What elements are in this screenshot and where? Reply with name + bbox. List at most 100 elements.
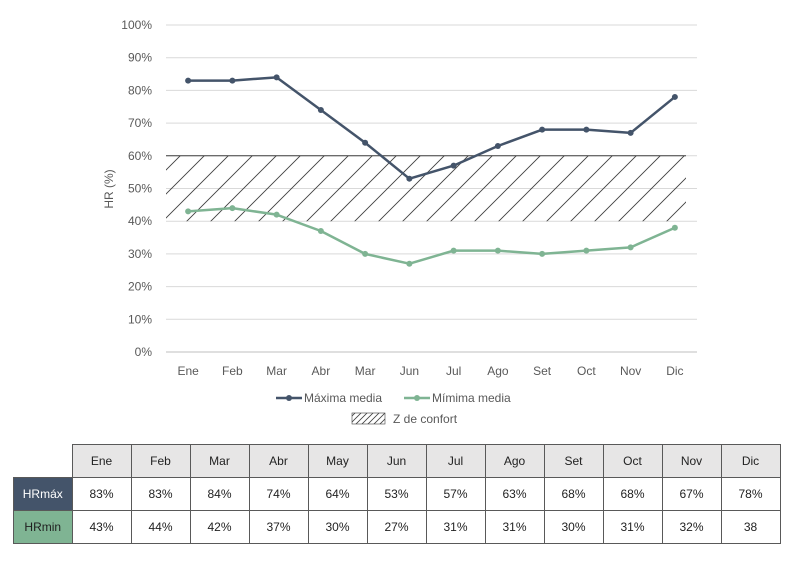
month-header: Jul — [425, 444, 486, 478]
table-cell: 84% — [189, 477, 250, 511]
y-tick-label: 90% — [128, 51, 152, 65]
y-tick-label: 10% — [128, 312, 152, 326]
x-tick-label: Nov — [620, 364, 641, 378]
x-tick-label: Jul — [446, 364, 461, 378]
legend: Máxima media Mímima media Z de confort — [276, 391, 511, 426]
table-cell: 31% — [484, 510, 545, 544]
x-tick-label: Oct — [577, 364, 596, 378]
month-header: Nov — [661, 444, 722, 478]
legend-label-comfort: Z de confort — [393, 412, 458, 426]
month-header: Mar — [189, 444, 250, 478]
table-cell: 63% — [484, 477, 545, 511]
table-cell: 37% — [248, 510, 309, 544]
table-cell: 44% — [130, 510, 191, 544]
table-cell: 53% — [366, 477, 427, 511]
legend-item-min: Mímima media — [404, 391, 511, 405]
x-tick-label: Jun — [400, 364, 419, 378]
legend-item-max: Máxima media — [276, 391, 382, 405]
data-point-max — [627, 129, 634, 136]
month-header: Abr — [248, 444, 309, 478]
x-tick-label: Ene — [177, 364, 199, 378]
table-cell: 68% — [543, 477, 604, 511]
x-tick-label: Set — [533, 364, 552, 378]
x-tick-label: Mar — [355, 364, 376, 378]
y-tick-label: 50% — [128, 182, 152, 196]
table-cell: 74% — [248, 477, 309, 511]
data-point-max — [317, 107, 324, 114]
table-cell: 57% — [425, 477, 486, 511]
month-header: Jun — [366, 444, 427, 478]
data-point-max — [229, 77, 236, 84]
month-header: Feb — [130, 444, 191, 478]
table-cell: 31% — [602, 510, 663, 544]
y-tick-label: 20% — [128, 280, 152, 294]
series-line-max — [188, 76, 676, 180]
legend-label-max: Máxima media — [304, 391, 382, 405]
data-table: Ene Feb Mar Abr May Jun Jul Ago Set Oct … — [13, 444, 781, 544]
table-cell: 68% — [602, 477, 663, 511]
data-point-min — [185, 208, 192, 215]
legend-item-comfort: Z de confort — [351, 412, 458, 426]
y-tick-label: 60% — [128, 149, 152, 163]
x-tick-label: Ago — [487, 364, 509, 378]
table-cell: 83% — [71, 477, 132, 511]
row-label-hrmax: HRmáx — [13, 477, 73, 511]
data-point-max — [406, 175, 413, 182]
y-tick-label: 40% — [128, 214, 152, 228]
month-header: Set — [543, 444, 604, 478]
data-point-max — [583, 126, 590, 133]
series-line-min — [188, 206, 676, 265]
data-point-max — [539, 126, 546, 133]
table-cell: 67% — [661, 477, 722, 511]
table-cell: 38 — [720, 510, 781, 544]
data-point-min — [539, 250, 546, 257]
month-header: Ago — [484, 444, 545, 478]
table-cell: 32% — [661, 510, 722, 544]
legend-label-min: Mímima media — [432, 391, 511, 405]
data-point-min — [627, 244, 634, 251]
data-point-max — [671, 93, 678, 100]
table-cell: 78% — [720, 477, 781, 511]
data-point-min — [406, 260, 413, 267]
month-header: Dic — [720, 444, 781, 478]
y-tick-label: 0% — [135, 345, 153, 359]
data-point-min — [229, 205, 236, 212]
month-header: May — [307, 444, 368, 478]
table-cell: 30% — [543, 510, 604, 544]
data-point-min — [317, 228, 324, 235]
data-point-min — [671, 224, 678, 231]
table-row-hrmax: HRmáx 83% 83% 84% 74% 64% 53% 57% 63% 68… — [13, 477, 781, 511]
y-axis-label: HR (%) — [102, 169, 116, 208]
table-cell: 43% — [71, 510, 132, 544]
data-point-min — [494, 247, 501, 254]
month-header: Oct — [602, 444, 663, 478]
data-point-min — [583, 247, 590, 254]
data-point-max — [494, 142, 501, 149]
data-point-min — [450, 247, 457, 254]
data-point-min — [273, 211, 280, 218]
y-tick-label: 80% — [128, 83, 152, 97]
table-cell: 27% — [366, 510, 427, 544]
x-tick-label: Mar — [266, 364, 287, 378]
table-cell: 30% — [307, 510, 368, 544]
table-cell: 83% — [130, 477, 191, 511]
row-label-hrmin: HRmin — [13, 510, 73, 544]
x-tick-label: Abr — [312, 364, 331, 378]
table-cell: 42% — [189, 510, 250, 544]
x-tick-label: Dic — [666, 364, 683, 378]
table-cell: 31% — [425, 510, 486, 544]
data-point-min — [362, 250, 369, 257]
y-tick-label: 30% — [128, 247, 152, 261]
data-point-max — [450, 162, 457, 169]
table-cell: 64% — [307, 477, 368, 511]
humidity-chart: 0% 10% 20% 30% 40% 50% 60% 70% 80% 90% 100% Ene Feb M… — [102, 18, 697, 426]
data-point-max — [362, 139, 369, 146]
data-point-max — [185, 77, 192, 84]
y-tick-label: 70% — [128, 116, 152, 130]
x-tick-label: Feb — [222, 364, 243, 378]
month-header: Ene — [71, 444, 132, 478]
table-header-row: Ene Feb Mar Abr May Jun Jul Ago Set Oct … — [14, 444, 781, 478]
data-point-max — [273, 74, 280, 81]
table-corner — [14, 445, 73, 478]
table-row-hrmin: HRmin 43% 44% 42% 37% 30% 27% 31% 31% 30… — [13, 510, 781, 544]
